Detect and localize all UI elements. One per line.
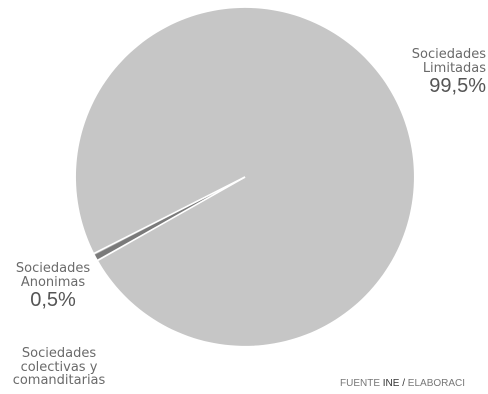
slice-name-limitadas-line-1: Sociedades [411, 47, 486, 62]
slice-name-colectivas-line-2: colectivas y [20, 359, 98, 375]
source-suffix: ELABORACI [407, 378, 466, 389]
source-org: INE [382, 378, 400, 389]
slice-value-limitadas: 99,5% [429, 75, 486, 98]
source-note: FUENTE INE / ELABORACI [340, 378, 488, 389]
slice-label-colectivas: Sociedades colectivas y comanditarias [0, 347, 118, 388]
slice-separator-2 [93, 176, 246, 255]
slice-label-anonimas: Sociedades Anonimas 0,5% [6, 262, 100, 311]
slice-name-colectivas-line-3: comanditarias [12, 373, 106, 389]
slice-value-anonimas: 0,5% [30, 289, 76, 312]
slice-separator-1 [97, 176, 246, 262]
slice-name-anonimas-line-2: Anonimas [20, 274, 86, 290]
source-separator: / [402, 378, 406, 389]
slice-name-limitadas-line-2: Limitadas [422, 60, 486, 76]
slice-name-anonimas-line-1: Sociedades [15, 261, 91, 276]
source-prefix: FUENTE [340, 378, 380, 389]
slice-name-colectivas-line-1: Sociedades [21, 346, 97, 361]
slice-label-limitadas: Sociedades Limitadas 99,5% [402, 48, 486, 97]
